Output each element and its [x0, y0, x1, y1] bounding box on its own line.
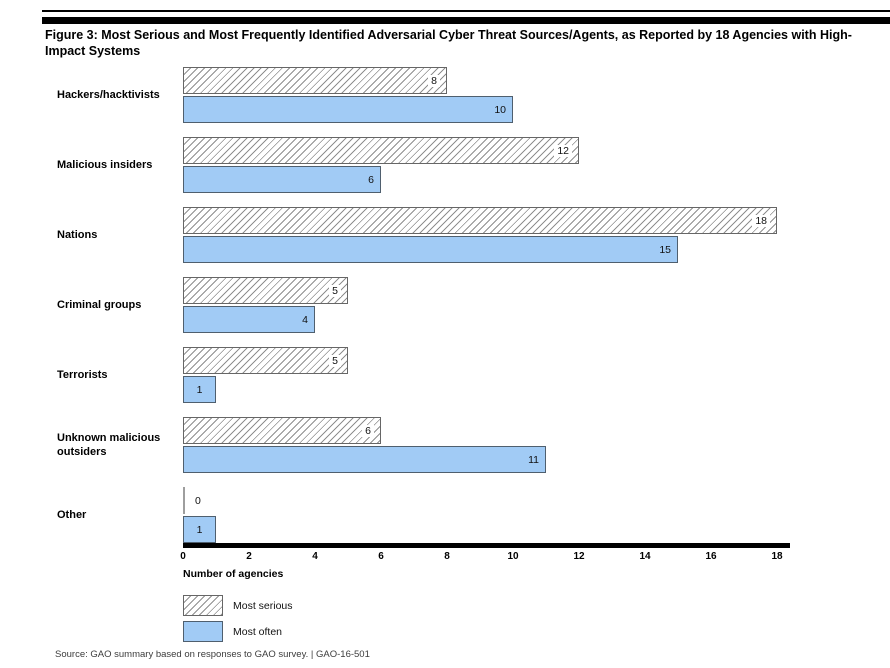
- bar-most-serious: [183, 137, 579, 164]
- source-note: Source: GAO summary based on responses t…: [55, 649, 370, 660]
- bar-most-often: [183, 96, 513, 123]
- bar-value-label: 1: [196, 523, 203, 536]
- category-label: Unknown malicious outsiders: [57, 432, 161, 458]
- bar-most-often: [183, 376, 216, 403]
- bar-value-label: 11: [528, 453, 539, 466]
- bar-most-often: [183, 446, 546, 473]
- bar-value-label: 5: [183, 347, 348, 374]
- legend-entry-most-often: Most often: [183, 621, 293, 642]
- x-tick-label: 2: [246, 551, 252, 562]
- category-label: Terrorists: [57, 369, 108, 381]
- x-axis-title: Number of agencies: [183, 568, 284, 580]
- bar-most-serious: [183, 207, 777, 234]
- x-tick-label: 6: [378, 551, 384, 562]
- x-tick-label: 16: [705, 551, 717, 562]
- bar-most-often: [183, 306, 315, 333]
- bar-value-label: 10: [494, 103, 506, 116]
- bar-value-label: 15: [659, 243, 671, 256]
- bar-value-label: 5: [183, 277, 348, 304]
- bar-most-serious: [183, 67, 447, 94]
- category-label: Malicious insiders: [57, 159, 153, 171]
- bar-most-often: [183, 516, 216, 543]
- bar-most-serious-zero: [183, 487, 185, 514]
- x-tick-label: 4: [312, 551, 318, 562]
- top-rule-thin: [42, 10, 890, 12]
- legend-swatch-most-often: [183, 621, 223, 642]
- top-rule-thick: [42, 17, 890, 24]
- bar-most-serious: [183, 417, 381, 444]
- x-tick-label: 18: [771, 551, 783, 562]
- bar-most-often: [183, 236, 678, 263]
- category-label: Nations: [57, 229, 98, 241]
- x-tick-label: 14: [639, 551, 651, 562]
- bar-value-label: 18: [183, 207, 777, 234]
- category-label: Criminal groups: [57, 299, 142, 311]
- x-tick-label: 0: [180, 551, 186, 562]
- category-label: Hackers/hacktivists: [57, 89, 160, 101]
- category-label: Other: [57, 509, 87, 521]
- legend-label-most-serious: Most serious: [233, 599, 293, 612]
- bar-value-label: 6: [368, 173, 374, 186]
- bar-most-serious: [183, 277, 348, 304]
- bar-value-label: 12: [183, 137, 579, 164]
- bar-value-label: 4: [302, 313, 308, 326]
- bar-most-serious: [183, 347, 348, 374]
- x-tick-label: 8: [444, 551, 450, 562]
- legend-entry-most-serious: Most serious: [183, 595, 293, 616]
- x-tick-label: 12: [573, 551, 585, 562]
- bar-value-label: 1: [196, 383, 203, 396]
- figure-title: Figure 3: Most Serious and Most Frequent…: [45, 28, 852, 58]
- bar-value-label: 8: [183, 67, 447, 94]
- legend-label-most-often: Most often: [233, 625, 283, 638]
- legend-swatch-most-serious: [183, 595, 223, 616]
- legend: Most serious Most often: [183, 595, 293, 647]
- bar-value-label: 0: [195, 494, 201, 507]
- bar-most-often: [183, 166, 381, 193]
- x-tick-label: 10: [507, 551, 519, 562]
- x-axis-line: [183, 543, 790, 548]
- bar-value-label: 6: [183, 417, 381, 444]
